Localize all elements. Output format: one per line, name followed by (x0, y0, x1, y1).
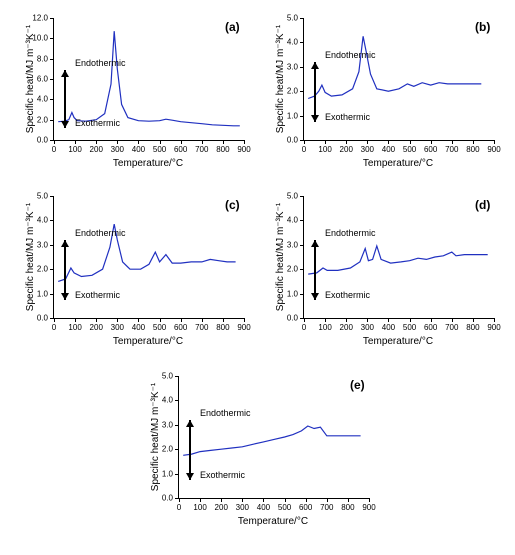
panel-b: 01002003004005006007008009000.01.02.03.0… (265, 10, 505, 175)
arrows-c (15, 188, 255, 353)
panel-a: 01002003004005006007008009000.02.04.06.0… (15, 10, 255, 175)
panel-e: 01002003004005006007008009000.01.02.03.0… (140, 368, 380, 533)
arrows-d (265, 188, 505, 353)
x-axis-label: Temperature/°C (303, 336, 493, 347)
panel-label-e: (e) (350, 378, 365, 392)
y-axis-label: Specific heat/MJ m⁻³K⁻¹ (275, 196, 286, 318)
arrows-b (265, 10, 505, 175)
x-axis-label: Temperature/°C (53, 336, 243, 347)
x-axis-label: Temperature/°C (53, 158, 243, 169)
y-axis-label: Specific heat/MJ m⁻³K⁻¹ (25, 196, 36, 318)
y-axis-label: Specific heat/MJ m⁻³K⁻¹ (275, 18, 286, 140)
figure-grid: 01002003004005006007008009000.02.04.06.0… (0, 0, 515, 555)
panel-label-d: (d) (475, 198, 490, 212)
y-axis-label: Specific heat/MJ m⁻³K⁻¹ (150, 376, 161, 498)
panel-d: 01002003004005006007008009000.01.02.03.0… (265, 188, 505, 353)
arrows-e (140, 368, 380, 533)
panel-label-b: (b) (475, 20, 490, 34)
panel-label-c: (c) (225, 198, 240, 212)
panel-c: 01002003004005006007008009000.01.02.03.0… (15, 188, 255, 353)
x-axis-label: Temperature/°C (303, 158, 493, 169)
y-axis-label: Specific heat/MJ m⁻³K⁻¹ (25, 18, 36, 140)
x-axis-label: Temperature/°C (178, 516, 368, 527)
arrows-a (15, 10, 255, 175)
panel-label-a: (a) (225, 20, 240, 34)
